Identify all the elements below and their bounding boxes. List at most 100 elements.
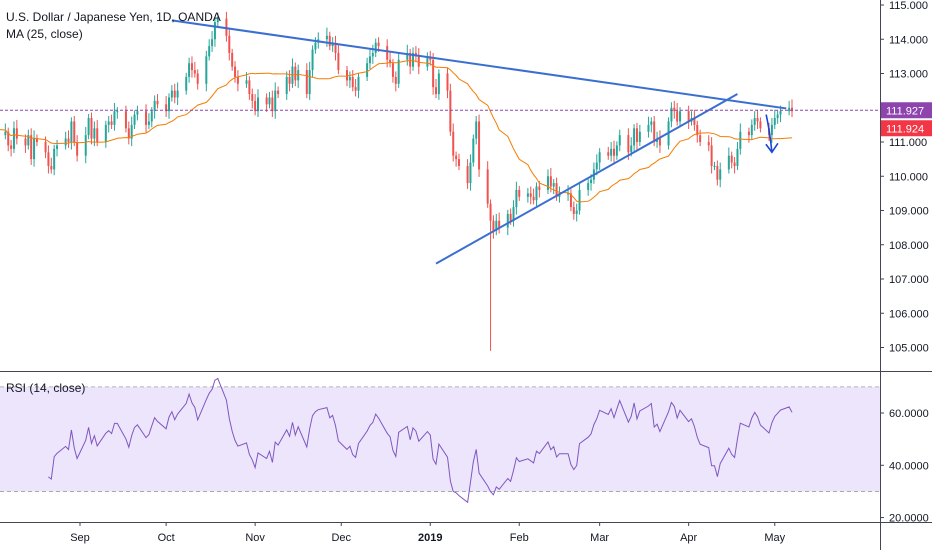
candle-body (670, 107, 673, 122)
candle-body (575, 210, 578, 214)
candle-body (613, 148, 615, 156)
candle-body (346, 70, 348, 81)
last-price-label: 111.927 (886, 105, 924, 117)
candle-body (693, 118, 696, 125)
candle-body (489, 203, 492, 221)
candle-body (535, 186, 538, 201)
candle-body (70, 121, 73, 142)
candle-body (578, 189, 581, 211)
rsi-legend: RSI (14, close) (6, 381, 86, 395)
candle-body (308, 70, 311, 95)
candle-body (707, 142, 710, 146)
price-axis-label: 113.000 (889, 69, 928, 81)
price-axis-label: 110.000 (889, 171, 928, 183)
candle-body (658, 138, 661, 146)
price-axis-label: 107.000 (889, 274, 929, 286)
candle-body (590, 179, 593, 184)
candle-body (196, 73, 199, 84)
candle-body (188, 63, 191, 77)
candle-body (348, 76, 351, 81)
candle-body (7, 131, 10, 146)
candle-body (147, 121, 150, 125)
candle-body (526, 193, 529, 197)
candle-body (788, 107, 791, 112)
candle-body (234, 66, 237, 77)
candle-body (27, 135, 30, 146)
candle-body (696, 124, 699, 136)
candle-body (357, 76, 360, 91)
candle-body (366, 63, 369, 77)
candle-body (110, 121, 113, 125)
candle-body (638, 131, 641, 142)
candle-body (193, 70, 196, 74)
candle-body (598, 152, 601, 163)
candle-body (610, 148, 613, 156)
candle-body (76, 142, 79, 156)
candle-body (150, 111, 153, 122)
candle-body (567, 193, 570, 195)
candle-body (104, 124, 107, 142)
time-axis-label: Feb (510, 532, 529, 544)
candle-body (750, 124, 753, 136)
candle-body (268, 97, 271, 105)
candle-body (469, 162, 472, 184)
candle-body (716, 165, 719, 180)
candle-body (130, 124, 133, 139)
candle-body (30, 135, 33, 160)
candle-body (288, 76, 291, 84)
time-axis-label: Mar (590, 532, 609, 544)
candle-body (406, 52, 409, 60)
candle-body (153, 100, 156, 112)
candle-body (435, 87, 437, 95)
candle-body (251, 94, 254, 101)
candle-body (165, 104, 168, 112)
last-price-tag (881, 102, 932, 119)
candle-body (205, 56, 208, 84)
candle-body (389, 59, 392, 64)
candle-body (687, 111, 690, 122)
candle-body (371, 52, 374, 57)
time-axis-label: 2019 (418, 532, 442, 544)
candle-body (397, 59, 400, 84)
candle-body (779, 111, 782, 115)
candle-body (615, 145, 618, 156)
candle-body (733, 162, 736, 166)
candle-body (713, 165, 716, 167)
candle-body (116, 111, 119, 113)
candle-body (647, 124, 650, 132)
candle-body (478, 121, 481, 170)
candle-body (305, 70, 308, 95)
candle-body (87, 118, 90, 136)
candle-body (607, 152, 610, 156)
candle-body (676, 111, 679, 122)
candle-body (285, 76, 288, 95)
candle-body (394, 76, 397, 84)
candle-body (277, 90, 280, 95)
candle-body (297, 70, 300, 81)
ma-legend: MA (25, close) (6, 27, 83, 41)
candle-body (386, 46, 389, 60)
candle-body (294, 66, 297, 81)
time-axis-label: Nov (245, 532, 265, 544)
candle-body (727, 155, 730, 170)
candle-body (679, 111, 682, 122)
candle-body (314, 42, 317, 50)
price-axis-label: 111.000 (889, 137, 927, 149)
candle-body (44, 142, 47, 153)
candle-body (53, 148, 56, 170)
candle-body (776, 114, 779, 119)
down-arrow-head (765, 142, 779, 154)
candle-body (90, 118, 93, 139)
candle-body (549, 176, 552, 187)
candle-body (248, 80, 251, 95)
candle-body (377, 42, 380, 47)
chart-title: U.S. Dollar / Japanese Yen, 1D, OANDA (6, 10, 221, 24)
candle-body (67, 138, 70, 142)
candle-body (136, 111, 139, 115)
candle-body (190, 63, 193, 71)
candle-body (529, 193, 532, 197)
candle-body (228, 35, 231, 53)
candle-body (466, 165, 469, 184)
down-arrow-shaft (765, 114, 773, 153)
